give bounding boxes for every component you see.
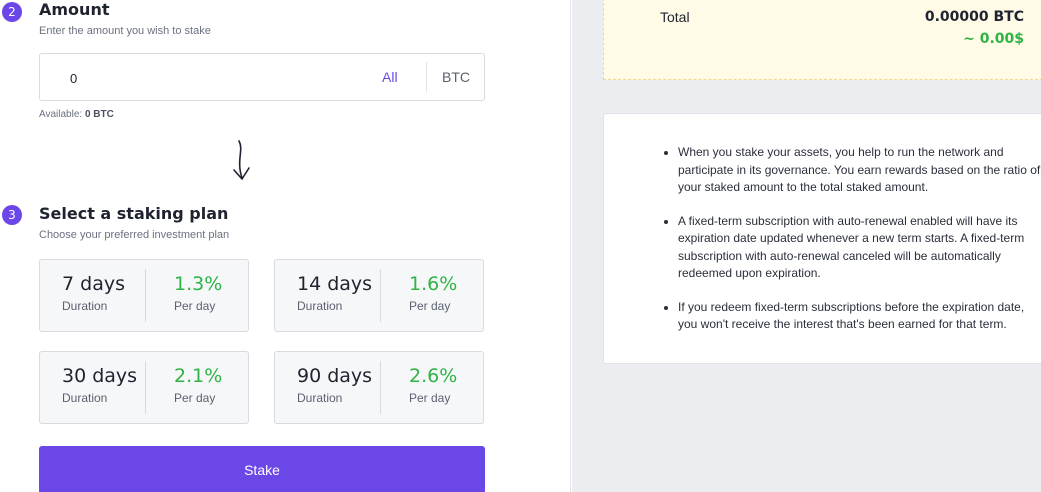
total-label: Total — [660, 9, 690, 25]
info-list: When you stake your assets, you help to … — [661, 144, 1041, 350]
curved-down-arrow-icon — [233, 140, 250, 180]
available-label: Available: — [39, 109, 83, 120]
plan-rate-label: Per day — [409, 391, 451, 405]
step-3-badge: 3 — [2, 205, 22, 225]
plan-card-14-days[interactable]: 14 days Duration 1.6% Per day — [274, 259, 484, 332]
step-2-badge: 2 — [2, 2, 22, 22]
total-summary-card: Total 0.00000 BTC ~ 0.00$ — [603, 0, 1041, 80]
info-point: When you stake your assets, you help to … — [678, 144, 1041, 197]
plan-rate: 1.6% — [409, 273, 458, 295]
currency-label: BTC — [442, 69, 470, 85]
plan-rate: 2.1% — [174, 365, 223, 387]
total-usd-value: ~ 0.00$ — [963, 31, 1024, 47]
available-value: 0 BTC — [84, 109, 114, 120]
plan-divider — [380, 269, 381, 322]
plan-card-7-days[interactable]: 7 days Duration 1.3% Per day — [39, 259, 249, 332]
plan-duration-label: Duration — [297, 391, 343, 405]
plan-card-30-days[interactable]: 30 days Duration 2.1% Per day — [39, 351, 249, 424]
plan-duration: 7 days — [62, 273, 125, 295]
plan-divider — [145, 361, 146, 414]
info-point: If you redeem fixed-term subscriptions b… — [678, 299, 1041, 334]
staking-form-panel: 2 Amount Enter the amount you wish to st… — [0, 0, 571, 492]
summary-panel: Total 0.00000 BTC ~ 0.00$ When you stake… — [572, 0, 1041, 492]
plan-duration-label: Duration — [297, 299, 343, 313]
available-balance: Available: 0 BTC — [39, 109, 114, 120]
plan-rate: 1.3% — [174, 273, 223, 295]
plan-rate-label: Per day — [409, 299, 451, 313]
stake-button[interactable]: Stake — [39, 446, 485, 492]
plan-divider — [380, 361, 381, 414]
plan-rate-label: Per day — [174, 391, 216, 405]
field-divider — [426, 62, 427, 93]
plan-duration-label: Duration — [62, 391, 108, 405]
plan-rate-label: Per day — [174, 299, 216, 313]
amount-input[interactable] — [70, 68, 350, 88]
plan-step-subtitle: Choose your preferred investment plan — [39, 229, 230, 241]
amount-step-subtitle: Enter the amount you wish to stake — [39, 25, 211, 37]
info-point: A fixed-term subscription with auto-rene… — [678, 213, 1041, 283]
total-value: 0.00000 BTC — [924, 9, 1024, 25]
plan-duration-label: Duration — [62, 299, 108, 313]
plan-card-90-days[interactable]: 90 days Duration 2.6% Per day — [274, 351, 484, 424]
amount-step-title: Amount — [39, 0, 110, 19]
amount-field-group: All BTC — [39, 53, 485, 101]
plan-duration: 90 days — [297, 365, 373, 387]
plan-step-title: Select a staking plan — [39, 204, 229, 223]
plan-duration: 14 days — [297, 273, 373, 295]
all-amount-button[interactable]: All — [382, 69, 398, 85]
plan-duration: 30 days — [62, 365, 138, 387]
plan-divider — [145, 269, 146, 322]
staking-info-card: When you stake your assets, you help to … — [603, 113, 1041, 364]
plan-rate: 2.6% — [409, 365, 458, 387]
